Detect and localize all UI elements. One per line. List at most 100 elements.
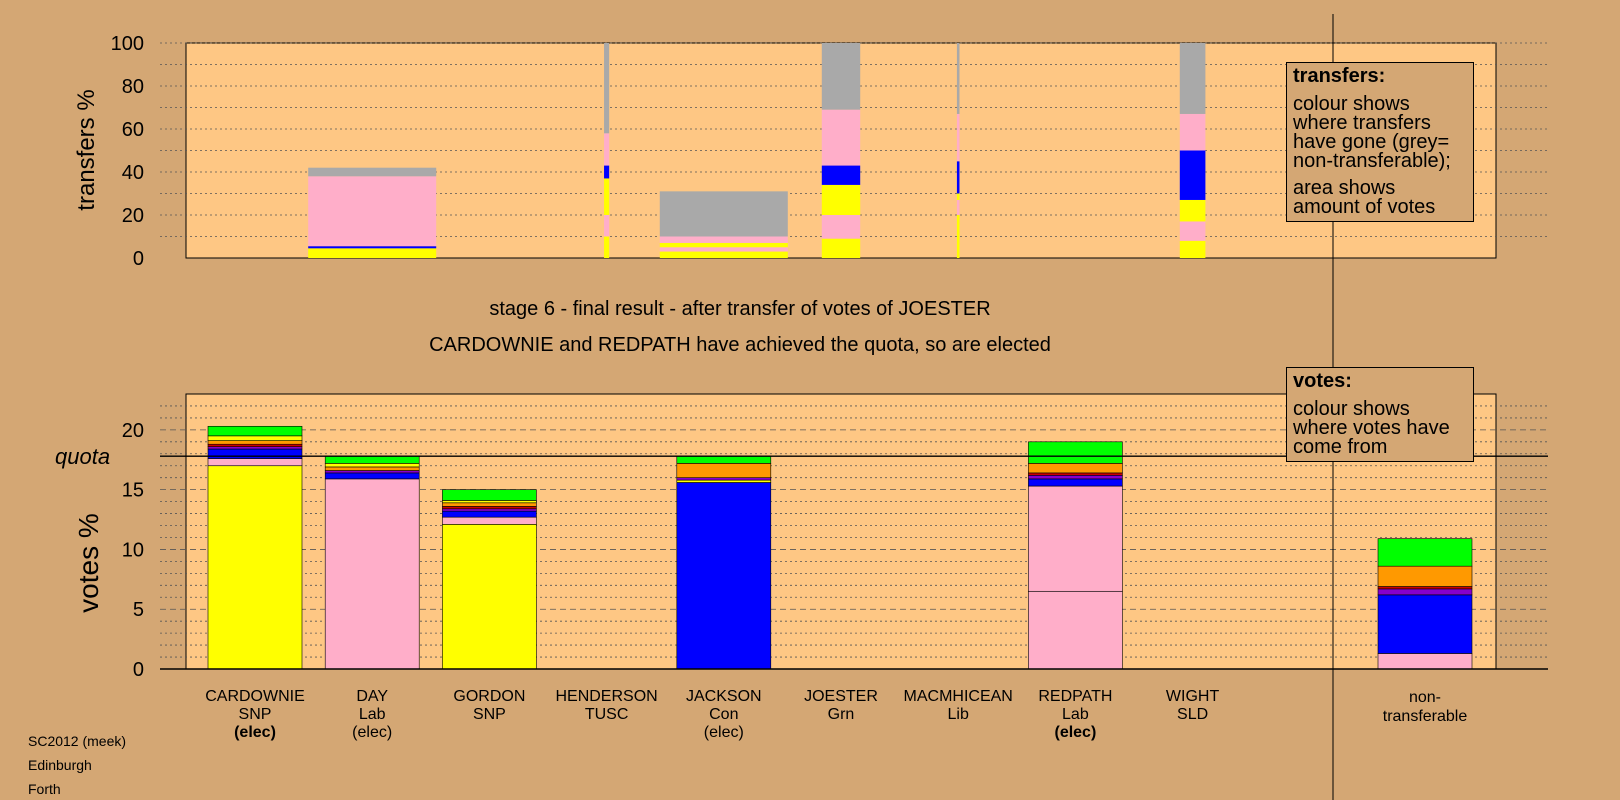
transfer-segment-wight <box>1179 150 1206 200</box>
vote-segment-jackson <box>676 477 772 481</box>
candidate-label-day: DAY Lab (elec) <box>302 688 442 742</box>
legend-votes: votes: colour shows where votes have com… <box>1286 367 1474 462</box>
quota-label: quota <box>55 444 110 469</box>
votes-tick-label: 5 <box>133 599 144 621</box>
vote-segment-gordon <box>442 516 537 525</box>
transfer-segment-joester <box>821 215 861 239</box>
candidate-name: CARDOWNIE <box>205 688 305 705</box>
candidate-label-redpath: REDPATH Lab (elec) <box>1005 688 1145 742</box>
vote-segment-day <box>324 455 420 464</box>
vote-segment-gordon <box>442 500 537 504</box>
vote-segment-gordon <box>442 489 537 501</box>
transfer-segment-wight <box>1179 43 1206 114</box>
transfer-segment-henderson <box>604 178 610 215</box>
vote-segment-redpath <box>1028 478 1123 487</box>
source-line-2: Edinburgh <box>28 757 92 773</box>
transfer-segment-jackson <box>659 191 788 237</box>
transfer-segment-henderson <box>604 133 610 166</box>
votes-tick-label: 20 <box>122 420 144 442</box>
candidate-label-jackson: JACKSON Con (elec) <box>654 688 794 742</box>
candidate-name: JOESTER <box>804 688 878 705</box>
vote-segment-gordon <box>442 502 537 507</box>
vote-segment-jackson <box>676 455 772 464</box>
votes-tick-label: 15 <box>122 480 144 502</box>
vote-segment-jackson <box>676 463 772 478</box>
vote-segment-non-transferable <box>1377 586 1473 590</box>
candidate-name: HENDERSON <box>555 688 658 705</box>
transfer-segment-day <box>308 248 437 258</box>
candidate-party: TUSC <box>584 706 629 723</box>
candidate-status: (elec) <box>352 724 393 741</box>
candidate-party: Lab <box>1062 706 1089 723</box>
candidate-label-henderson: HENDERSON TUSC <box>537 688 677 724</box>
transfers-axis-label: transfers % <box>73 89 100 210</box>
candidate-label-macmhicean: MACMHICEAN Lib <box>888 688 1028 724</box>
vote-segment-non-transferable <box>1377 565 1473 587</box>
candidate-status: (elec) <box>703 724 744 741</box>
transfer-segment-macmhicean <box>956 43 960 114</box>
vote-segment-day <box>324 478 420 670</box>
transfer-segment-wight <box>1179 199 1206 222</box>
candidate-status: (elec) <box>1054 724 1097 741</box>
transfer-segment-wight <box>1179 113 1206 151</box>
vote-segment-gordon <box>442 524 537 670</box>
vote-segment-gordon <box>442 510 537 518</box>
candidate-name: GORDON <box>453 688 526 705</box>
legend-transfers-heading: transfers: <box>1293 65 1386 87</box>
candidate-party: SLD <box>1177 706 1209 723</box>
vote-segment-redpath <box>1028 485 1123 592</box>
candidate-label-gordon: GORDON SNP <box>419 688 559 724</box>
vote-segment-non-transferable <box>1377 538 1473 567</box>
vote-segment-cardownie <box>207 440 303 445</box>
transfers-tick-label: 40 <box>122 162 144 184</box>
candidate-name: WIGHT <box>1165 688 1220 705</box>
transfer-segment-day <box>308 176 437 247</box>
vote-segment-redpath <box>1028 472 1123 476</box>
nontransferable-label: non- transferable <box>1382 689 1468 725</box>
candidate-name: DAY <box>356 688 389 705</box>
candidate-party: Lab <box>358 706 386 723</box>
transfer-segment-jackson <box>659 236 788 243</box>
vote-segment-cardownie <box>207 448 303 459</box>
legend-transfers: transfers: colour shows where transfers … <box>1286 62 1474 222</box>
transfer-segment-henderson <box>604 236 610 258</box>
votes-tick-label: 0 <box>133 659 144 681</box>
candidate-party: Con <box>709 706 739 723</box>
transfer-segment-henderson <box>604 165 610 179</box>
source-line-1: SC2012 (meek) <box>28 733 127 749</box>
votes-tick-label: 10 <box>122 539 144 561</box>
votes-axis-label: votes % <box>73 513 104 613</box>
candidate-status: (elec) <box>234 724 276 741</box>
candidate-label-cardownie: CARDOWNIE SNP (elec) <box>185 688 325 742</box>
legend-votes-heading: votes: <box>1293 370 1352 392</box>
transfer-segment-jackson <box>659 247 788 252</box>
transfer-segment-macmhicean <box>956 215 960 258</box>
source-line-3: Forth <box>28 781 61 797</box>
stage-subtitle: CARDOWNIE and REDPATH have achieved the … <box>429 334 1051 356</box>
legend-transfers-text2: area shows amount of votes <box>1293 177 1436 218</box>
candidate-party: SNP <box>238 706 272 723</box>
transfer-segment-joester <box>821 238 861 258</box>
transfers-tick-label: 20 <box>122 205 144 227</box>
vote-segment-redpath <box>1028 590 1123 670</box>
vote-segment-redpath <box>1028 463 1123 474</box>
transfer-segment-wight <box>1179 240 1206 258</box>
vote-segment-gordon <box>442 506 537 510</box>
vote-segment-gordon <box>442 508 537 512</box>
candidate-party: SNP <box>472 706 506 723</box>
transfer-segment-joester <box>821 109 861 166</box>
candidate-party: Grn <box>827 706 855 723</box>
vote-segment-non-transferable <box>1377 653 1473 670</box>
stage-title: stage 6 - final result - after transfer … <box>489 298 991 320</box>
vote-segment-jackson <box>676 479 772 483</box>
transfers-tick-label: 60 <box>122 119 144 141</box>
legend-transfers-text1: colour shows where transfers have gone (… <box>1293 93 1451 172</box>
vote-segment-day <box>324 466 420 471</box>
candidate-name: REDPATH <box>1038 688 1113 705</box>
vote-segment-redpath <box>1028 441 1123 464</box>
transfer-segment-joester <box>821 184 861 215</box>
candidate-name: MACMHICEAN <box>903 688 1013 705</box>
candidate-party: Lib <box>947 706 969 723</box>
transfers-tick-label: 0 <box>133 248 144 270</box>
